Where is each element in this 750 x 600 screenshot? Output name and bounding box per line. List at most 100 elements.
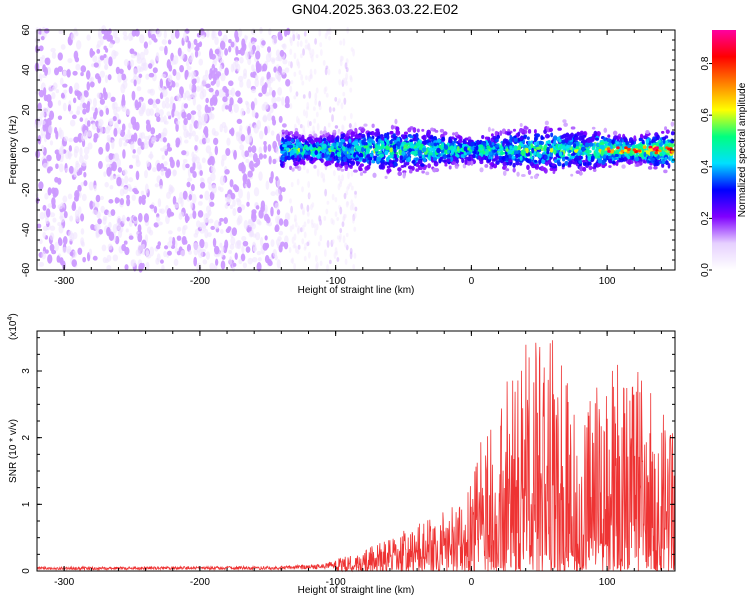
heatmap-cell [197, 109, 202, 118]
heatmap-cell [506, 131, 511, 136]
heatmap-cell [396, 141, 401, 147]
heatmap-cell [92, 111, 97, 120]
heatmap-cell [264, 235, 268, 241]
heatmap-cell [36, 223, 42, 229]
heatmap-cell [278, 194, 283, 202]
heatmap-cell [436, 138, 442, 143]
heatmap-cell [186, 243, 192, 253]
heatmap-cell [94, 73, 100, 80]
heatmap-cell [184, 139, 189, 144]
heatmap-cell [253, 97, 258, 106]
heatmap-cell [289, 198, 292, 204]
heatmap-cell [288, 144, 294, 149]
heatmap-cell [280, 156, 285, 161]
heatmap-cell [338, 68, 342, 75]
heatmap-cell [174, 29, 180, 39]
heatmap-cell [83, 180, 88, 187]
heatmap-cell [201, 121, 207, 126]
heatmap-cell [551, 163, 556, 167]
heatmap-cell [450, 149, 455, 155]
heatmap-cell [512, 162, 516, 168]
heatmap-cell [213, 137, 219, 146]
heatmap-cell [446, 158, 451, 163]
heatmap-cell [409, 139, 414, 143]
heatmap-cell [243, 68, 248, 76]
heatmap-cell [42, 162, 48, 169]
heatmap-cell [194, 228, 199, 235]
heatmap-cell [606, 147, 611, 151]
heatmap-cell [158, 208, 163, 213]
heatmap-cell [256, 261, 262, 272]
heatmap-cell [215, 89, 220, 97]
heatmap-cell [564, 137, 569, 144]
heatmap-cell [123, 142, 128, 147]
heatmap-cell [185, 163, 190, 169]
heatmap-cell [634, 156, 640, 162]
heatmap-cell [487, 140, 492, 144]
heatmap-cell [312, 143, 316, 148]
heatmap-cell [420, 163, 425, 167]
heatmap-cell [188, 132, 192, 140]
heatmap-cell [138, 73, 143, 79]
heatmap-cell [163, 250, 167, 258]
heatmap-cell [432, 167, 437, 173]
heatmap-cell [342, 77, 346, 85]
heatmap-cell [43, 94, 48, 102]
heatmap-cell [238, 162, 244, 172]
heatmap-cell [213, 245, 220, 255]
heatmap-cell [130, 259, 137, 267]
heatmap-cell [477, 155, 482, 160]
heatmap-cell [171, 236, 176, 247]
heatmap-cell [313, 118, 316, 124]
heatmap-cell [533, 174, 539, 179]
heatmap-cell [151, 33, 157, 41]
heatmap-cell [152, 167, 157, 173]
heatmap-cell [348, 123, 352, 129]
heatmap-cell [35, 197, 40, 204]
heatmap-cell [328, 35, 331, 41]
heatmap-cell [191, 130, 196, 137]
heatmap-cell [194, 134, 199, 142]
heatmap-cell [38, 56, 44, 66]
heatmap-cell [98, 146, 104, 155]
heatmap-cell [240, 253, 246, 262]
heatmap-cell [113, 127, 118, 137]
heatmap-cell [106, 166, 112, 177]
heatmap-cell [334, 211, 338, 217]
heatmap-cell [544, 120, 549, 126]
heatmap-cell [307, 251, 311, 259]
heatmap-cell [302, 94, 306, 99]
heatmap-cell [573, 157, 579, 162]
heatmap-cell [454, 165, 459, 169]
heatmap-cell [350, 150, 355, 154]
heatmap-cell [633, 135, 637, 141]
heatmap-cell [353, 122, 357, 129]
heatmap-cell [219, 64, 223, 72]
heatmap-cell [549, 154, 553, 158]
heatmap-cell [88, 248, 93, 256]
heatmap-cell [273, 66, 277, 73]
heatmap-cell [180, 197, 184, 208]
heatmap-cell [531, 147, 535, 154]
heatmap-cell [230, 41, 235, 48]
heatmap-cell [68, 165, 74, 174]
snr-multiplier-close: ) [8, 313, 19, 316]
heatmap-cell [560, 135, 565, 139]
heatmap-cell [256, 219, 261, 225]
heatmap-cell [600, 149, 605, 154]
heatmap-cell [89, 116, 94, 121]
heatmap-cell [186, 65, 192, 71]
heatmap-cell [111, 139, 115, 150]
heatmap-cell [276, 259, 281, 269]
heatmap-cell [211, 30, 215, 41]
heatmap-cell [306, 204, 310, 213]
heatmap-cell [620, 149, 625, 153]
heatmap-cell [123, 34, 129, 41]
heatmap-cell [340, 160, 345, 167]
heatmap-cell [247, 146, 253, 153]
heatmap-cell [189, 213, 193, 219]
heatmap-cell [360, 128, 366, 132]
heatmap-cell [393, 139, 397, 144]
heatmap-cell [287, 213, 291, 221]
heatmap-cell [281, 187, 286, 193]
